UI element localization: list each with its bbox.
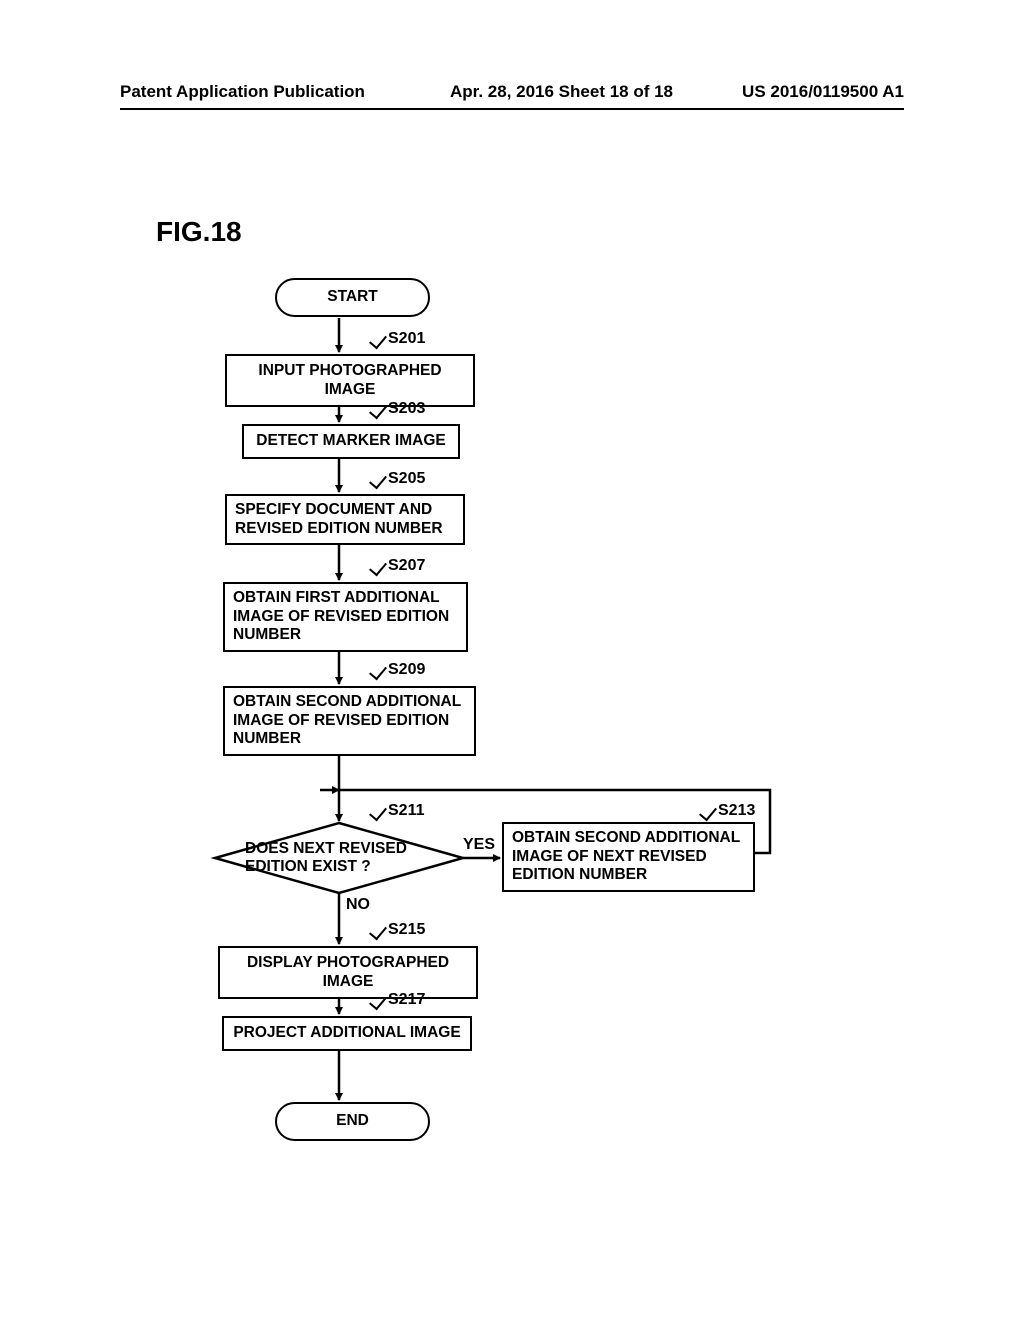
- header-left: Patent Application Publication: [120, 82, 365, 102]
- step-label-s211: S211: [388, 802, 424, 820]
- end-label: END: [336, 1112, 369, 1129]
- step-label-s203: S203: [388, 400, 425, 418]
- step-label-s209: S209: [388, 661, 425, 679]
- tick-s201: [369, 331, 387, 350]
- process-s213: OBTAIN SECOND ADDITIONAL IMAGE OF NEXT R…: [502, 822, 755, 892]
- end-terminal: END: [275, 1102, 430, 1141]
- tick-s213: [699, 803, 717, 822]
- process-s207-text: OBTAIN FIRST ADDITIONAL IMAGE OF REVISED…: [233, 589, 449, 643]
- header-right: US 2016/0119500 A1: [742, 82, 904, 102]
- tick-s207: [369, 558, 387, 577]
- branch-no: NO: [346, 896, 370, 914]
- tick-s205: [369, 471, 387, 490]
- step-label-s205: S205: [388, 470, 425, 488]
- process-s203: DETECT MARKER IMAGE: [242, 424, 460, 459]
- flowchart-svg: [0, 0, 1024, 1320]
- process-s217-text: PROJECT ADDITIONAL IMAGE: [233, 1024, 460, 1041]
- branch-yes: YES: [463, 836, 495, 854]
- step-label-s207: S207: [388, 557, 425, 575]
- process-s205-text: SPECIFY DOCUMENT AND REVISED EDITION NUM…: [235, 501, 443, 537]
- process-s213-text: OBTAIN SECOND ADDITIONAL IMAGE OF NEXT R…: [512, 829, 740, 883]
- tick-s215: [369, 922, 387, 941]
- process-s205: SPECIFY DOCUMENT AND REVISED EDITION NUM…: [225, 494, 465, 545]
- tick-s209: [369, 662, 387, 681]
- header-mid: Apr. 28, 2016 Sheet 18 of 18: [450, 82, 673, 102]
- process-s215-text: DISPLAY PHOTOGRAPHED IMAGE: [247, 954, 449, 990]
- step-label-s215: S215: [388, 921, 425, 939]
- process-s215: DISPLAY PHOTOGRAPHED IMAGE: [218, 946, 478, 999]
- process-s201: INPUT PHOTOGRAPHED IMAGE: [225, 354, 475, 407]
- page: Patent Application Publication Apr. 28, …: [0, 0, 1024, 1320]
- page-header: Patent Application Publication Apr. 28, …: [120, 82, 904, 110]
- process-s209: OBTAIN SECOND ADDITIONAL IMAGE OF REVISE…: [223, 686, 476, 756]
- step-label-s213: S213: [718, 802, 755, 820]
- process-s217: PROJECT ADDITIONAL IMAGE: [222, 1016, 472, 1051]
- process-s203-text: DETECT MARKER IMAGE: [256, 432, 445, 449]
- process-s207: OBTAIN FIRST ADDITIONAL IMAGE OF REVISED…: [223, 582, 468, 652]
- decision-s211-text: DOES NEXT REVISED EDITION EXIST ?: [245, 840, 435, 876]
- process-s209-text: OBTAIN SECOND ADDITIONAL IMAGE OF REVISE…: [233, 693, 461, 747]
- process-s201-text: INPUT PHOTOGRAPHED IMAGE: [258, 362, 441, 398]
- step-label-s201: S201: [388, 330, 425, 348]
- step-label-s217: S217: [388, 991, 425, 1009]
- start-label: START: [327, 288, 378, 305]
- figure-label: FIG.18: [156, 216, 242, 248]
- tick-s211: [369, 803, 387, 822]
- start-terminal: START: [275, 278, 430, 317]
